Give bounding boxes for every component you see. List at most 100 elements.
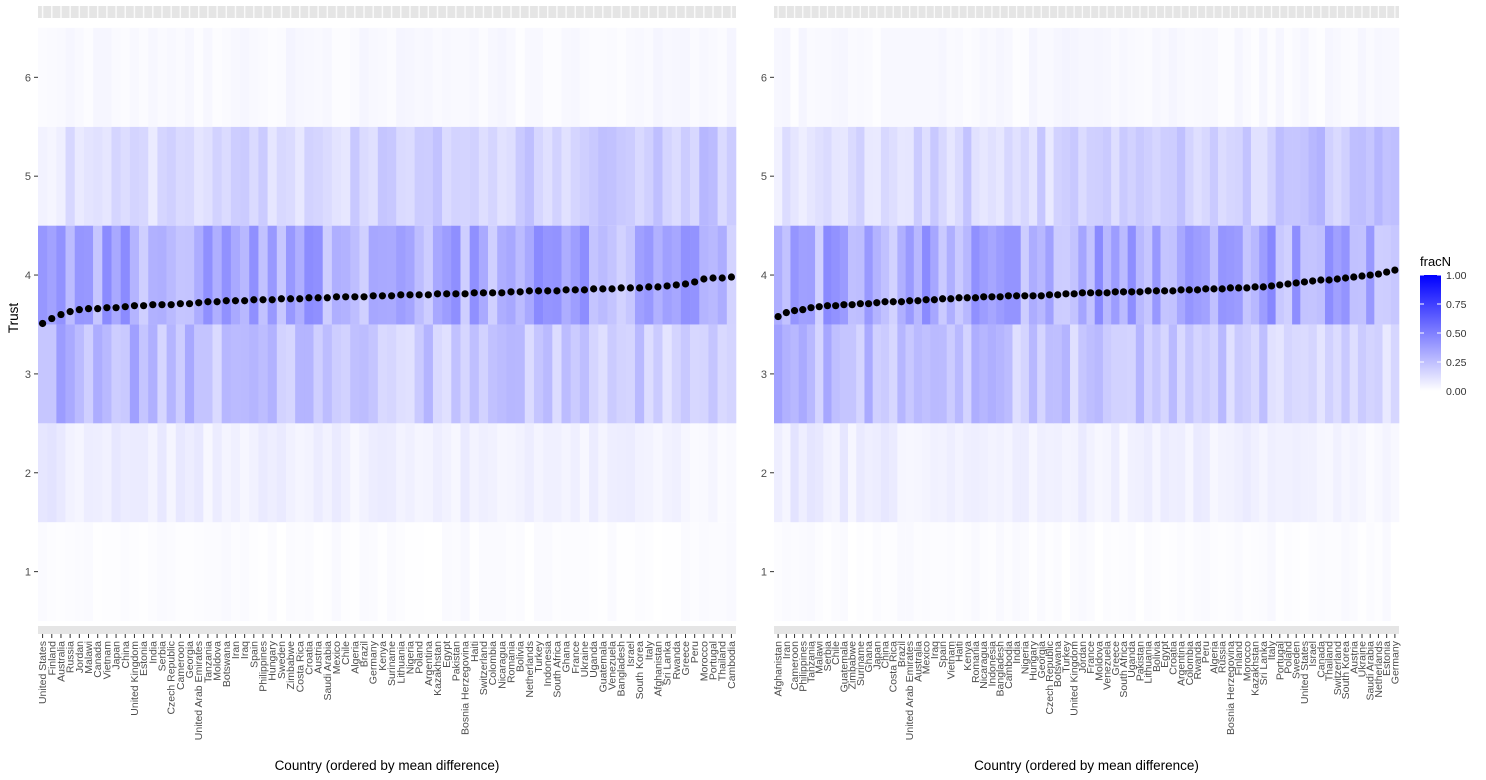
heatmap-tile — [1234, 522, 1244, 622]
heatmap-tile — [295, 27, 305, 127]
heatmap-tile — [184, 324, 195, 424]
heatmap-tile — [1078, 27, 1087, 127]
heatmap-tile — [203, 27, 213, 127]
y-axis: 1 2 3 4 5 6 — [761, 72, 774, 579]
heatmap-tile — [699, 423, 709, 523]
heatmap-tile — [295, 324, 305, 424]
country-label: Egypt — [441, 641, 453, 668]
heatmap-tile — [1152, 126, 1161, 226]
country-label: Netherlands — [524, 641, 536, 698]
country-label: Lithuania — [1143, 641, 1155, 684]
heatmap-tile — [1176, 522, 1186, 622]
mean-point — [1350, 273, 1358, 281]
heatmap-tile — [1357, 27, 1367, 127]
heatmap-tile — [570, 423, 581, 523]
heatmap-tile — [212, 126, 222, 226]
heatmap-tile — [880, 522, 890, 622]
heatmap-tile — [1308, 27, 1318, 127]
country-label: Germany — [1389, 640, 1401, 684]
heatmap-tile — [276, 126, 287, 226]
heatmap-tile — [1020, 423, 1030, 523]
heatmap-tile — [708, 423, 718, 523]
heatmap-tile — [1242, 126, 1252, 226]
strip-mark — [142, 6, 145, 18]
heatmap-tile — [414, 27, 425, 127]
heatmap-tile — [47, 126, 57, 226]
strip-mark — [234, 6, 237, 18]
mean-point — [709, 274, 717, 282]
heatmap-tile — [377, 126, 388, 226]
strip-mark — [207, 6, 209, 18]
heatmap-tile — [1020, 522, 1030, 622]
heatmap-tile — [1037, 126, 1046, 226]
mean-point — [1185, 286, 1193, 294]
heatmap-tile — [194, 423, 204, 523]
heatmap-tile — [1390, 423, 1400, 523]
strip-mark — [546, 6, 549, 18]
heatmap-tile — [194, 522, 204, 622]
mean-point — [342, 293, 350, 301]
heatmap-tile — [690, 522, 700, 622]
heatmap-tile — [806, 423, 816, 523]
mean-point — [121, 303, 129, 311]
heatmap-tile — [1283, 324, 1293, 424]
heatmap-tile — [1308, 522, 1318, 622]
country-label: Kenya — [962, 641, 974, 671]
heatmap-tile — [533, 27, 544, 127]
heatmap-tile — [1357, 423, 1367, 523]
heatmap-tile — [377, 423, 388, 523]
strip-mark — [802, 6, 804, 18]
mean-point — [681, 280, 690, 288]
heatmap-tile — [221, 423, 232, 523]
heatmap-tile — [653, 126, 663, 226]
heatmap-tile — [1012, 423, 1022, 523]
heatmap-tile — [1333, 324, 1342, 424]
heatmap-tile — [148, 522, 158, 622]
mean-points — [774, 266, 1399, 321]
heatmap-tile — [331, 324, 342, 424]
mean-point — [914, 297, 922, 305]
heatmap-tile — [194, 27, 204, 127]
heatmap-tile — [331, 27, 342, 127]
heatmap-tile — [1012, 225, 1022, 325]
country-label: Egypt — [1159, 641, 1171, 668]
bottom-tick-strip — [774, 626, 1399, 634]
mean-point — [562, 286, 570, 294]
country-label: Colombia — [487, 641, 499, 686]
country-label: Estonia — [1381, 641, 1393, 676]
country-label: South Korea — [634, 641, 646, 700]
heatmap-tile — [497, 126, 507, 226]
heatmap-tile — [708, 27, 718, 127]
heatmap-tile — [451, 225, 461, 325]
strip-mark — [124, 6, 126, 18]
heatmap-tile — [726, 522, 737, 622]
heatmap-tile — [184, 126, 195, 226]
heatmap-tile — [157, 126, 167, 226]
strip-mark — [1336, 6, 1338, 18]
heatmap-tile — [1349, 324, 1359, 424]
heatmap-tile — [120, 225, 131, 325]
heatmap-tile — [497, 324, 507, 424]
heatmap-tile — [1259, 522, 1268, 622]
heatmap-tile — [175, 324, 186, 424]
strip-mark — [390, 6, 393, 18]
strip-mark — [675, 6, 678, 18]
country-label: Philippines — [797, 641, 809, 692]
strip-mark — [473, 6, 475, 18]
heatmap-tile — [1176, 126, 1186, 226]
strip-mark — [1139, 6, 1141, 18]
y-tick-label: 3 — [25, 369, 31, 381]
heatmap-tile — [880, 324, 890, 424]
heatmap-tile — [478, 423, 489, 523]
strip-mark — [1254, 6, 1256, 18]
heatmap-tile — [368, 423, 379, 523]
strip-mark — [629, 6, 632, 18]
heatmap-tile — [1357, 522, 1367, 622]
heatmap-tile — [120, 27, 131, 127]
heatmap-tile — [552, 126, 562, 226]
mean-point — [489, 289, 497, 297]
strip-mark — [867, 6, 870, 18]
strip-mark — [1279, 6, 1281, 18]
country-label: Germany — [368, 640, 380, 684]
heatmap-tile — [1250, 324, 1260, 424]
